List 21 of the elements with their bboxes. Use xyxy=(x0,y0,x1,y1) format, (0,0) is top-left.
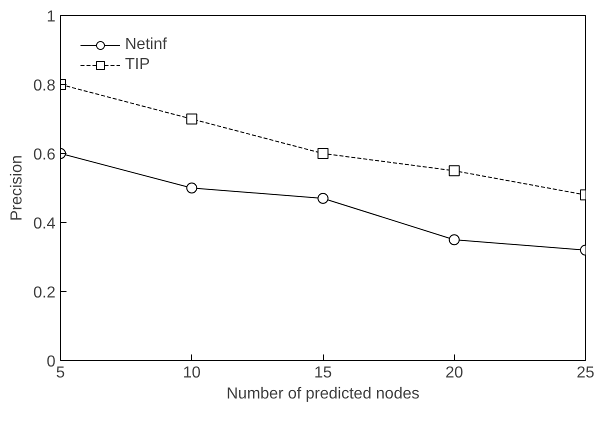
x-tick-label: 15 xyxy=(314,364,332,382)
x-tick-label: 10 xyxy=(182,364,201,382)
y-tick-label: 0.8 xyxy=(33,78,56,94)
x-tick-label: 5 xyxy=(56,364,66,382)
point xyxy=(448,165,460,176)
x-tick-label: 20 xyxy=(445,364,464,382)
y-tick-label: 1 xyxy=(46,8,56,26)
point xyxy=(448,234,460,246)
y-tick-label: 0.2 xyxy=(33,284,56,302)
point xyxy=(186,114,198,124)
point xyxy=(186,182,198,194)
y-tick-label: 0.4 xyxy=(33,216,56,232)
point xyxy=(318,148,328,159)
y-axis-title: Precision xyxy=(8,155,26,221)
legend-label: TIP xyxy=(125,56,150,74)
x-tick-label: 25 xyxy=(576,364,594,382)
point xyxy=(318,192,328,204)
y-tick-label: 0 xyxy=(46,354,56,370)
y-tick-label: 0.6 xyxy=(33,146,56,164)
x-axis-title: Number of predicted nodes xyxy=(226,386,420,402)
legend-label: Netinf xyxy=(125,36,167,54)
